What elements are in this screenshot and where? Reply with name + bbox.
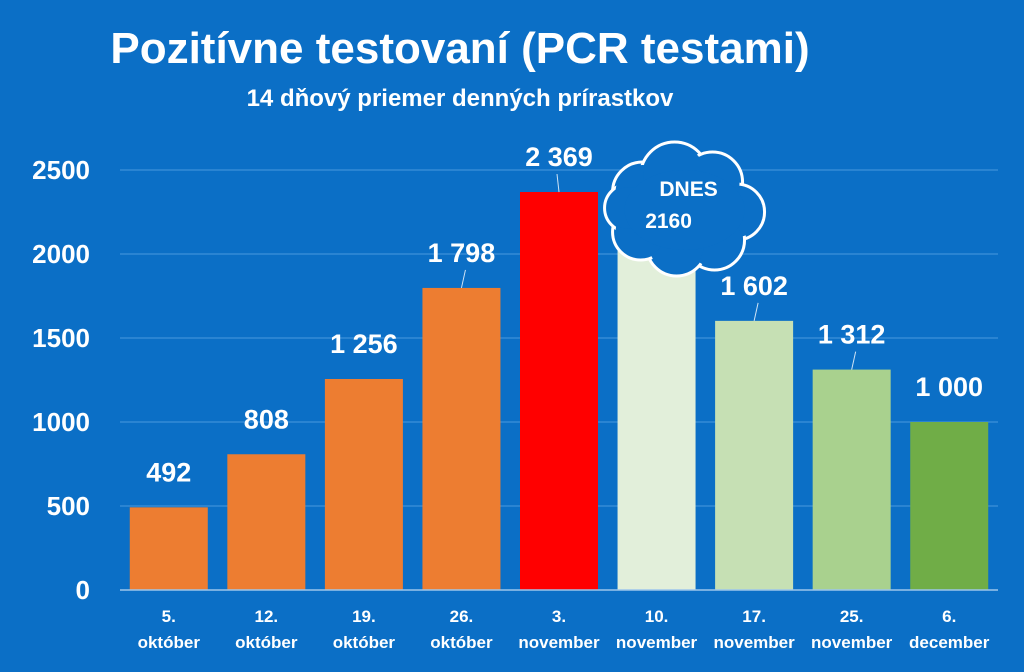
x-tick-label: 6.: [942, 607, 956, 626]
x-tick-label: november: [518, 633, 600, 652]
x-tick-label: 26.: [450, 607, 474, 626]
x-tick-label: november: [713, 633, 795, 652]
leader-line: [556, 173, 560, 193]
data-label: 1 798: [428, 238, 496, 268]
bar: [617, 227, 696, 590]
y-tick-label: 1500: [32, 323, 90, 353]
y-tick-label: 0: [76, 575, 90, 605]
leader-line: [753, 302, 759, 321]
x-tick-label: október: [333, 633, 396, 652]
x-tick-label: 3.: [552, 607, 566, 626]
x-tick-label: december: [909, 633, 990, 652]
bar: [520, 192, 598, 590]
x-tick-label: október: [138, 633, 201, 652]
data-label: 2 369: [525, 142, 593, 172]
x-tick-label: november: [811, 633, 893, 652]
bar: [129, 507, 208, 590]
data-label: 1 312: [818, 320, 886, 350]
bar: [227, 454, 306, 590]
chart-title: Pozitívne testovaní (PCR testami): [110, 24, 809, 73]
cloud-callout-shape: [603, 140, 767, 278]
bar: [910, 422, 989, 590]
x-tick-label: november: [616, 633, 698, 652]
x-tick-label: 12.: [255, 607, 279, 626]
data-label: 1 602: [720, 271, 788, 301]
leader-line: [460, 269, 466, 289]
y-tick-label: 1000: [32, 407, 90, 437]
data-label: 492: [146, 457, 191, 487]
callout-label: DNES: [659, 178, 717, 201]
x-tick-label: 10.: [645, 607, 669, 626]
callout-value: 2160: [645, 210, 692, 233]
leader-line: [851, 351, 857, 370]
cloud-core: [624, 170, 745, 250]
bar: [812, 369, 891, 590]
bar: [422, 287, 501, 590]
y-tick-label: 2500: [32, 155, 90, 185]
x-tick-label: 25.: [840, 607, 864, 626]
axes: 0 500 1000 1500 2000 2500 5. október 12. október 1…: [32, 155, 998, 652]
data-label: 808: [244, 404, 289, 434]
x-tick-label: 17.: [742, 607, 766, 626]
x-tick-label: október: [430, 633, 493, 652]
bars: [129, 192, 989, 590]
data-label: 1 000: [915, 372, 983, 402]
data-label: 1 256: [330, 329, 398, 359]
x-tick-label: 5.: [162, 607, 176, 626]
y-tick-label: 500: [47, 491, 90, 521]
bar: [715, 320, 794, 590]
data-labels: 492 808 1 256 1 798 2 369 1 602 1 312 1 000: [146, 142, 983, 487]
y-tick-label: 2000: [32, 239, 90, 269]
today-callout: DNES 2160: [603, 140, 767, 278]
bar: [324, 378, 403, 590]
chart-subtitle: 14 dňový priemer denných prírastkov: [247, 85, 674, 112]
x-tick-label: 19.: [352, 607, 376, 626]
x-tick-label: október: [235, 633, 298, 652]
